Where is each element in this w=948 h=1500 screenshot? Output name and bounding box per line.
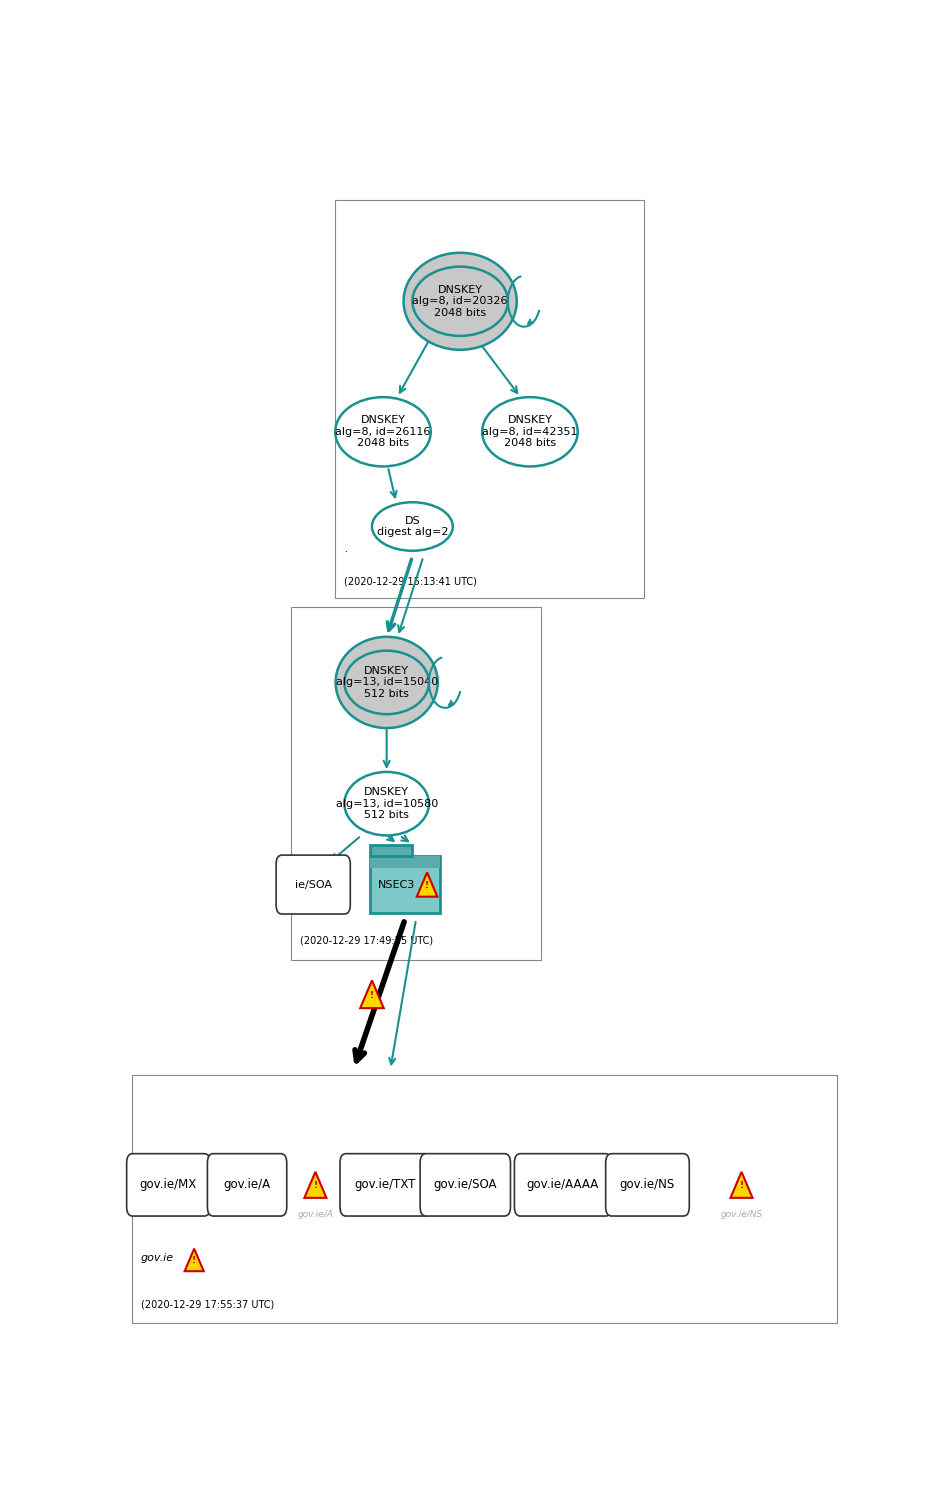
Text: gov.ie/TXT: gov.ie/TXT (355, 1179, 416, 1191)
Ellipse shape (412, 267, 508, 336)
Polygon shape (304, 1172, 326, 1198)
FancyBboxPatch shape (370, 846, 412, 855)
FancyBboxPatch shape (127, 1154, 210, 1216)
FancyBboxPatch shape (370, 855, 440, 913)
Text: !: ! (425, 880, 429, 890)
Text: DS
digest alg=2: DS digest alg=2 (376, 516, 448, 537)
Text: DNSKEY
alg=8, id=42351
2048 bits: DNSKEY alg=8, id=42351 2048 bits (483, 416, 577, 448)
FancyBboxPatch shape (291, 608, 541, 960)
Text: gov.ie/NS: gov.ie/NS (620, 1179, 675, 1191)
Ellipse shape (483, 398, 577, 466)
Text: DNSKEY
alg=8, id=26116
2048 bits: DNSKEY alg=8, id=26116 2048 bits (336, 416, 430, 448)
Polygon shape (360, 981, 384, 1008)
Text: !: ! (370, 990, 374, 999)
Text: gov.ie/NS: gov.ie/NS (720, 1210, 762, 1219)
FancyBboxPatch shape (132, 1076, 837, 1323)
Text: !: ! (192, 1256, 196, 1264)
Text: ie: ie (300, 903, 310, 914)
FancyBboxPatch shape (336, 200, 644, 598)
Text: gov.ie/SOA: gov.ie/SOA (433, 1179, 497, 1191)
Text: NSEC3: NSEC3 (377, 879, 415, 890)
Text: gov.ie/AAAA: gov.ie/AAAA (527, 1179, 599, 1191)
Ellipse shape (404, 254, 517, 350)
FancyBboxPatch shape (276, 855, 351, 913)
Text: gov.ie/A: gov.ie/A (298, 1210, 334, 1219)
FancyBboxPatch shape (208, 1154, 286, 1216)
Text: gov.ie/MX: gov.ie/MX (140, 1179, 197, 1191)
Text: (2020-12-29 17:55:37 UTC): (2020-12-29 17:55:37 UTC) (140, 1299, 274, 1310)
Ellipse shape (372, 503, 453, 550)
Polygon shape (417, 873, 437, 897)
FancyBboxPatch shape (420, 1154, 510, 1216)
Polygon shape (185, 1248, 204, 1270)
Text: DNSKEY
alg=13, id=15040
512 bits: DNSKEY alg=13, id=15040 512 bits (336, 666, 438, 699)
Text: DNSKEY
alg=8, id=20326
2048 bits: DNSKEY alg=8, id=20326 2048 bits (412, 285, 508, 318)
Text: .: . (344, 544, 348, 554)
Ellipse shape (336, 638, 438, 728)
Text: (2020-12-29 15:13:41 UTC): (2020-12-29 15:13:41 UTC) (344, 576, 477, 586)
FancyBboxPatch shape (606, 1154, 689, 1216)
Text: gov.ie/A: gov.ie/A (224, 1179, 270, 1191)
Text: (2020-12-29 17:49:25 UTC): (2020-12-29 17:49:25 UTC) (300, 936, 433, 946)
Ellipse shape (344, 651, 428, 714)
FancyBboxPatch shape (515, 1154, 611, 1216)
Text: !: ! (314, 1180, 318, 1190)
Ellipse shape (344, 772, 428, 836)
Text: DNSKEY
alg=13, id=10580
512 bits: DNSKEY alg=13, id=10580 512 bits (336, 788, 438, 820)
Text: gov.ie: gov.ie (140, 1254, 173, 1263)
Ellipse shape (336, 398, 430, 466)
FancyBboxPatch shape (370, 855, 440, 868)
Polygon shape (731, 1172, 753, 1198)
FancyBboxPatch shape (340, 1154, 430, 1216)
Text: !: ! (739, 1180, 743, 1190)
Text: ie/SOA: ie/SOA (295, 879, 332, 890)
